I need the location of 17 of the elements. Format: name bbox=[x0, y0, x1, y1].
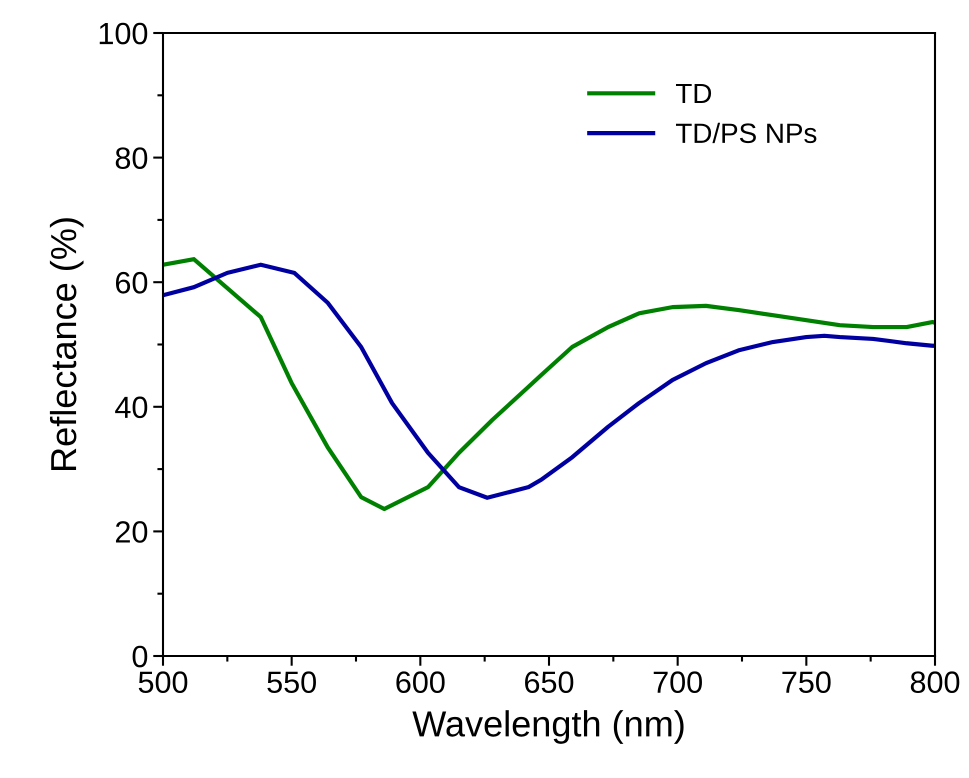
y-tick-label: 100 bbox=[100, 22, 148, 44]
x-tick-label: 550 bbox=[267, 671, 316, 694]
x-tick-label: 750 bbox=[782, 671, 831, 694]
x-tick-label: 700 bbox=[654, 671, 702, 694]
legend-label: TD bbox=[676, 84, 712, 104]
y-tick-label: 60 bbox=[116, 272, 148, 294]
x-tick-label: 650 bbox=[525, 671, 574, 694]
x-tick-label: 500 bbox=[138, 671, 188, 694]
y-tick-label: 80 bbox=[116, 147, 148, 169]
x-axis-title: Wavelength (nm) bbox=[412, 710, 684, 744]
y-tick-label: 40 bbox=[115, 396, 148, 418]
x-tick-label: 800 bbox=[910, 671, 960, 694]
x-tick-label: 600 bbox=[396, 671, 445, 694]
y-tick-label: 0 bbox=[132, 646, 148, 668]
y-tick-label: 20 bbox=[116, 521, 148, 543]
y-axis-title: Reflectance (%) bbox=[50, 218, 84, 470]
legend-label: TD/PS NPs bbox=[676, 122, 816, 144]
